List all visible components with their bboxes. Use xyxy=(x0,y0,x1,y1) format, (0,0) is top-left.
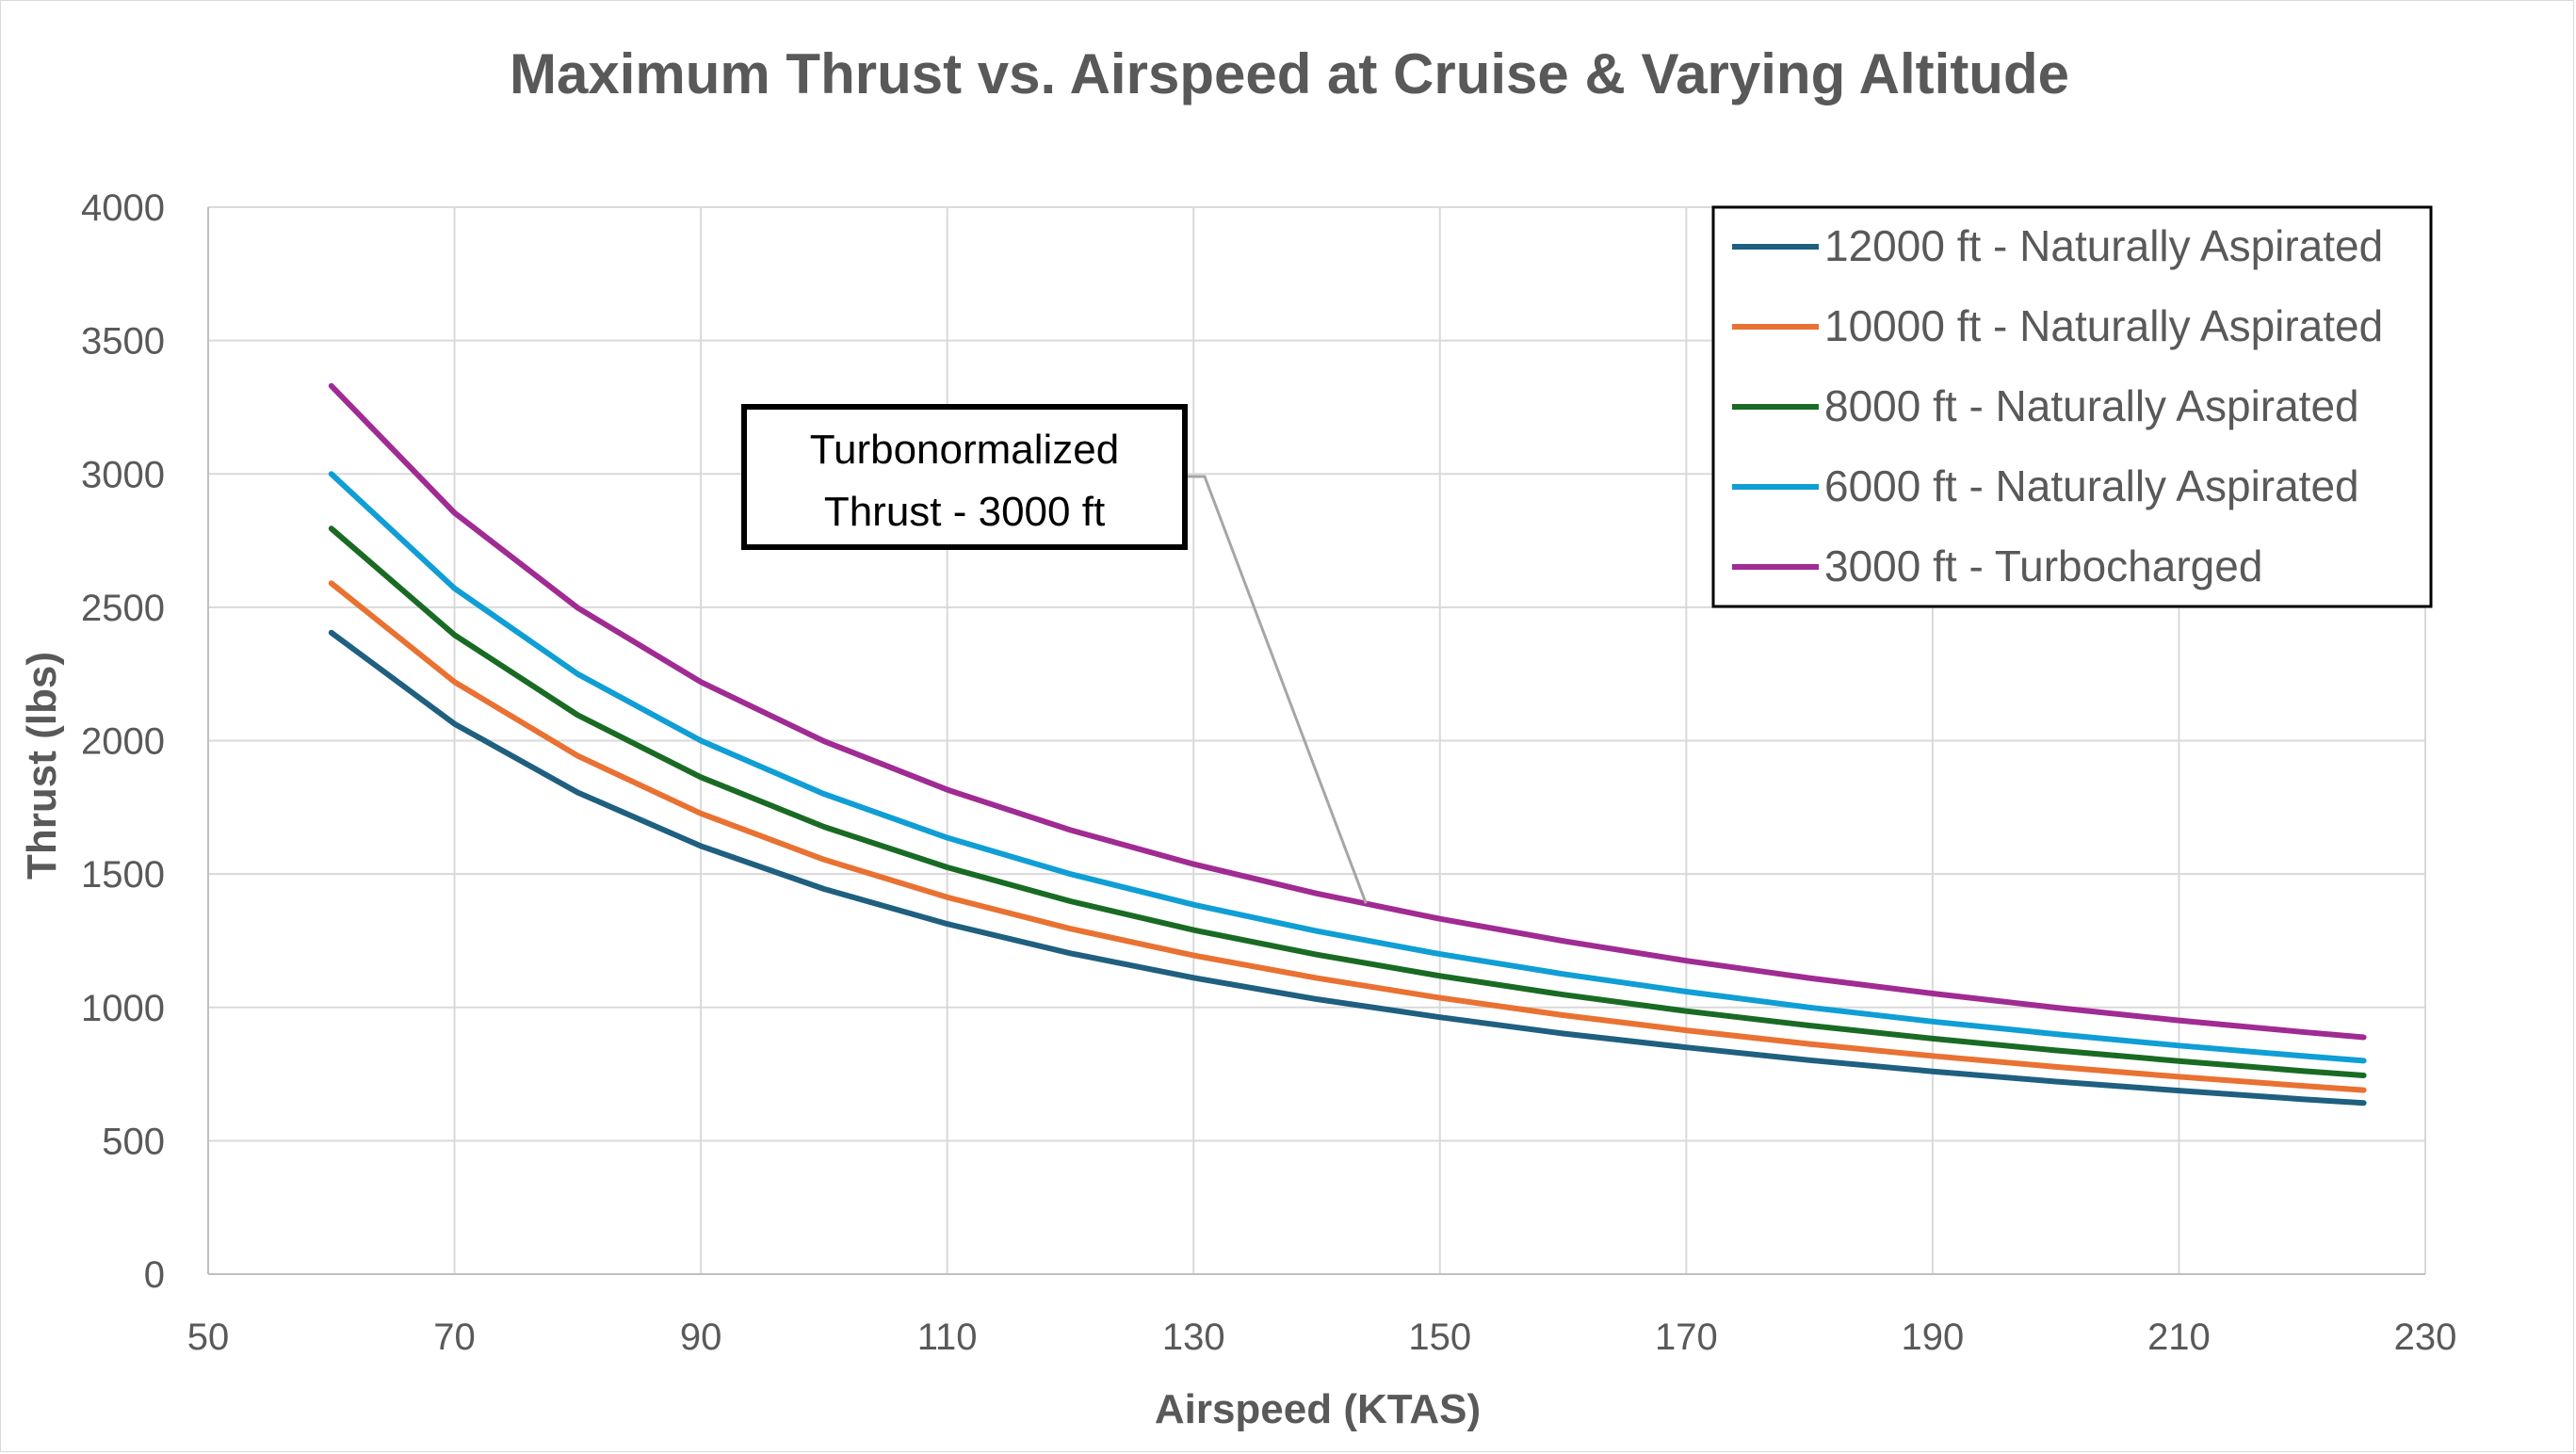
legend-label: 10000 ft - Naturally Aspirated xyxy=(1824,301,2383,350)
y-tick-label: 2500 xyxy=(81,588,165,629)
x-tick-label: 210 xyxy=(2147,1317,2211,1358)
x-tick-label: 190 xyxy=(1902,1317,1965,1358)
series-line-1 xyxy=(328,629,2367,1107)
chart-title: Maximum Thrust vs. Airspeed at Cruise & … xyxy=(510,42,2069,105)
y-tick-label: 1500 xyxy=(81,854,165,896)
x-tick-label: 70 xyxy=(433,1317,476,1358)
legend-label: 12000 ft - Naturally Aspirated xyxy=(1824,221,2383,270)
gridlines xyxy=(208,206,2426,1274)
x-tick-label: 230 xyxy=(2394,1317,2457,1358)
series-line-3 xyxy=(328,525,2367,1078)
axes: 0 500 1000 1500 2000 2500 3000 3500 4000 50 70 90 11… xyxy=(81,187,2456,1358)
y-tick-label: 0 xyxy=(144,1254,165,1296)
y-tick-label: 4000 xyxy=(81,187,165,229)
y-tick-label: 500 xyxy=(102,1121,165,1162)
x-tick-label: 110 xyxy=(917,1317,978,1358)
x-tick-label: 90 xyxy=(680,1317,722,1358)
annotation-text-line: Turbonormalized xyxy=(810,427,1120,473)
series-line-2 xyxy=(328,580,2367,1093)
annotation-box xyxy=(741,404,1188,550)
x-axis-title: Airspeed (KTAS) xyxy=(1155,1386,1481,1432)
annotation-text-line: Thrust - 3000 ft xyxy=(824,489,1105,535)
legend-box xyxy=(1711,205,2433,608)
x-tick-label: 130 xyxy=(1162,1317,1225,1358)
series-lines xyxy=(328,382,2367,1107)
x-tick-label: 170 xyxy=(1655,1317,1718,1358)
annotation-leader-line xyxy=(1185,475,1368,904)
series-line-5 xyxy=(328,382,2367,1041)
annotation: Turbonormalized Thrust - 3000 ft xyxy=(741,404,1368,904)
y-tick-label: 1000 xyxy=(81,988,165,1029)
series-line-4 xyxy=(328,471,2367,1064)
x-tick-label: 50 xyxy=(187,1317,230,1358)
y-axis-title: Thrust (lbs) xyxy=(19,652,65,880)
legend-label: 8000 ft - Naturally Aspirated xyxy=(1824,381,2359,430)
legend-label: 6000 ft - Naturally Aspirated xyxy=(1824,461,2359,510)
legend: 12000 ft - Naturally Aspirated 10000 ft -… xyxy=(1711,205,2433,608)
legend-label: 3000 ft - Turbocharged xyxy=(1824,541,2262,590)
y-tick-label: 3500 xyxy=(81,321,165,363)
y-tick-label: 3000 xyxy=(81,454,165,495)
x-tick-label: 150 xyxy=(1408,1317,1471,1358)
y-tick-label: 2000 xyxy=(81,721,165,763)
